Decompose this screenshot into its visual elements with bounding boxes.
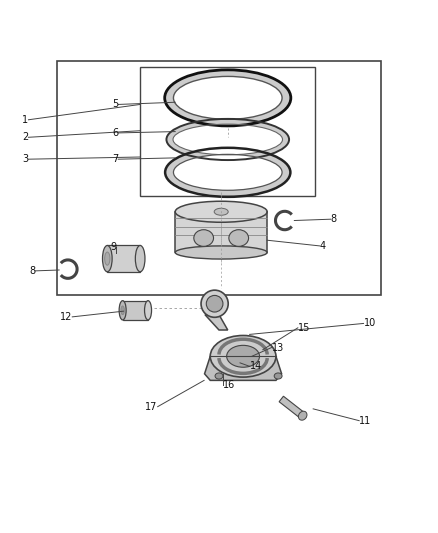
Ellipse shape xyxy=(119,301,126,320)
Ellipse shape xyxy=(194,230,214,246)
Ellipse shape xyxy=(102,246,112,272)
Ellipse shape xyxy=(165,70,291,126)
Ellipse shape xyxy=(121,306,124,314)
Polygon shape xyxy=(107,246,140,272)
Polygon shape xyxy=(123,301,148,320)
Ellipse shape xyxy=(145,301,152,320)
Ellipse shape xyxy=(175,246,267,259)
FancyBboxPatch shape xyxy=(279,396,304,418)
Text: 14: 14 xyxy=(250,361,262,372)
Ellipse shape xyxy=(175,201,267,222)
Ellipse shape xyxy=(173,76,282,119)
Ellipse shape xyxy=(135,246,145,272)
Ellipse shape xyxy=(214,208,228,215)
Text: 3: 3 xyxy=(22,154,28,164)
Ellipse shape xyxy=(229,230,249,246)
Ellipse shape xyxy=(227,345,259,367)
Polygon shape xyxy=(175,212,267,253)
Text: 8: 8 xyxy=(29,266,35,276)
Text: 2: 2 xyxy=(22,132,28,142)
Text: 16: 16 xyxy=(223,379,236,390)
Text: 1: 1 xyxy=(22,115,28,125)
Ellipse shape xyxy=(298,411,307,420)
Text: 6: 6 xyxy=(112,128,118,138)
Text: 11: 11 xyxy=(359,416,371,426)
Text: 8: 8 xyxy=(331,214,337,224)
Ellipse shape xyxy=(173,155,282,190)
Text: 15: 15 xyxy=(298,323,310,333)
Ellipse shape xyxy=(210,335,276,377)
Polygon shape xyxy=(205,314,228,330)
Ellipse shape xyxy=(274,373,282,379)
Text: 13: 13 xyxy=(272,343,284,352)
Text: 4: 4 xyxy=(320,241,326,251)
Text: 7: 7 xyxy=(112,154,118,164)
Text: 12: 12 xyxy=(60,312,72,322)
Polygon shape xyxy=(205,356,282,381)
Ellipse shape xyxy=(165,148,290,197)
Ellipse shape xyxy=(105,252,110,265)
Ellipse shape xyxy=(215,373,223,379)
Text: 9: 9 xyxy=(110,242,116,252)
Ellipse shape xyxy=(166,119,289,160)
Ellipse shape xyxy=(206,295,223,312)
Ellipse shape xyxy=(173,124,283,155)
Text: 5: 5 xyxy=(112,100,118,109)
Ellipse shape xyxy=(201,290,228,317)
Text: 17: 17 xyxy=(145,402,158,411)
Text: 10: 10 xyxy=(364,318,376,328)
